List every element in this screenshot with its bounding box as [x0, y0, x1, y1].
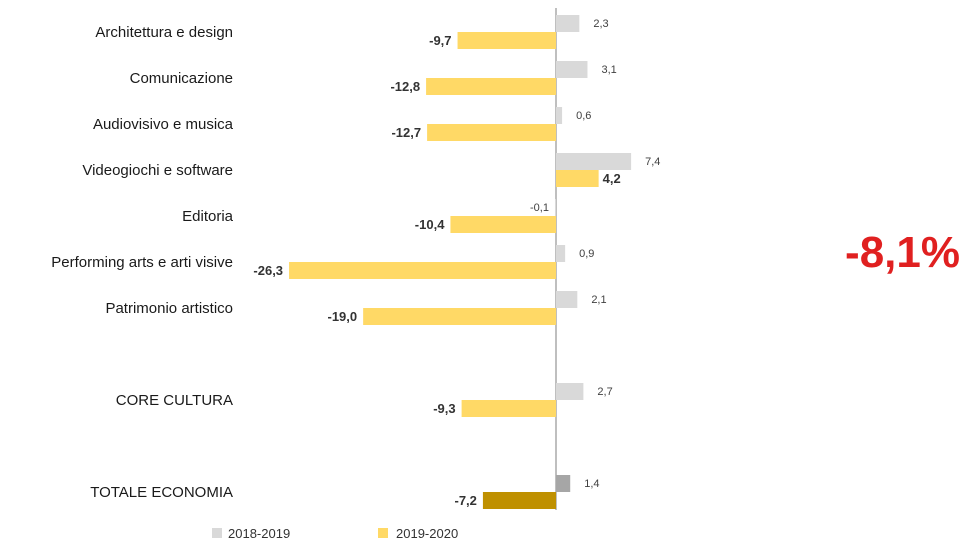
- bar-2018-2019: [556, 15, 580, 32]
- category-label: TOTALE ECONOMIA: [90, 484, 233, 501]
- bar-2019-2020: [457, 32, 556, 49]
- data-label-2018-2019: 2,1: [591, 294, 606, 306]
- legend-label-2019-2020: 2019-2020: [396, 526, 458, 541]
- data-label-2019-2020: 4,2: [603, 171, 621, 186]
- category-label: Audiovisivo e musica: [93, 116, 234, 133]
- bar-2018-2019: [556, 383, 584, 400]
- bar-2018-2019: [556, 291, 578, 308]
- data-label-2019-2020: -9,3: [433, 401, 455, 416]
- data-label-2018-2019: 0,6: [576, 110, 591, 122]
- bar-2018-2019: [556, 475, 571, 492]
- data-label-2019-2020: -10,4: [415, 217, 445, 232]
- total-change-annotation: -8,1%: [845, 228, 960, 277]
- data-label-2018-2019: 2,7: [597, 386, 612, 398]
- category-label: Editoria: [182, 208, 234, 225]
- category-label: Videogiochi e software: [82, 162, 233, 179]
- bar-2019-2020: [426, 78, 556, 95]
- category-label: Performing arts e arti visive: [51, 254, 233, 271]
- bar-2019-2020: [363, 308, 556, 325]
- data-label-2018-2019: 2,3: [593, 18, 608, 30]
- bar-2019-2020: [427, 124, 556, 141]
- data-label-2018-2019: 7,4: [645, 156, 660, 168]
- category-label: CORE CULTURA: [116, 392, 233, 409]
- category-label: Comunicazione: [130, 70, 233, 87]
- bar-2019-2020: [450, 216, 556, 233]
- data-label-2018-2019: 1,4: [584, 478, 599, 490]
- legend-label-2018-2019: 2018-2019: [228, 526, 290, 541]
- legend-swatch-2018-2019: [212, 528, 222, 538]
- data-label-2019-2020: -26,3: [253, 263, 283, 278]
- data-label-2019-2020: -7,2: [455, 493, 477, 508]
- data-label-2018-2019: -0,1: [530, 202, 549, 214]
- bar-2019-2020: [556, 170, 599, 187]
- bar-2019-2020: [289, 262, 556, 279]
- bar-2018-2019: [556, 245, 566, 262]
- bar-2018-2019: [556, 107, 563, 124]
- bar-2018-2019: [556, 153, 632, 170]
- data-label-2019-2020: -12,8: [390, 79, 420, 94]
- bar-2019-2020: [482, 492, 556, 509]
- bar-2018-2019: [556, 61, 588, 78]
- bar-2019-2020: [461, 400, 556, 417]
- category-label: Patrimonio artistico: [105, 300, 233, 317]
- data-label-2019-2020: -19,0: [328, 309, 358, 324]
- bar-2018-2019: [554, 199, 556, 216]
- data-label-2019-2020: -9,7: [429, 33, 451, 48]
- data-label-2019-2020: -12,7: [391, 125, 421, 140]
- data-label-2018-2019: 3,1: [601, 64, 616, 76]
- category-label: Architettura e design: [95, 24, 233, 41]
- legend-swatch-2019-2020: [378, 528, 388, 538]
- data-label-2018-2019: 0,9: [579, 248, 594, 260]
